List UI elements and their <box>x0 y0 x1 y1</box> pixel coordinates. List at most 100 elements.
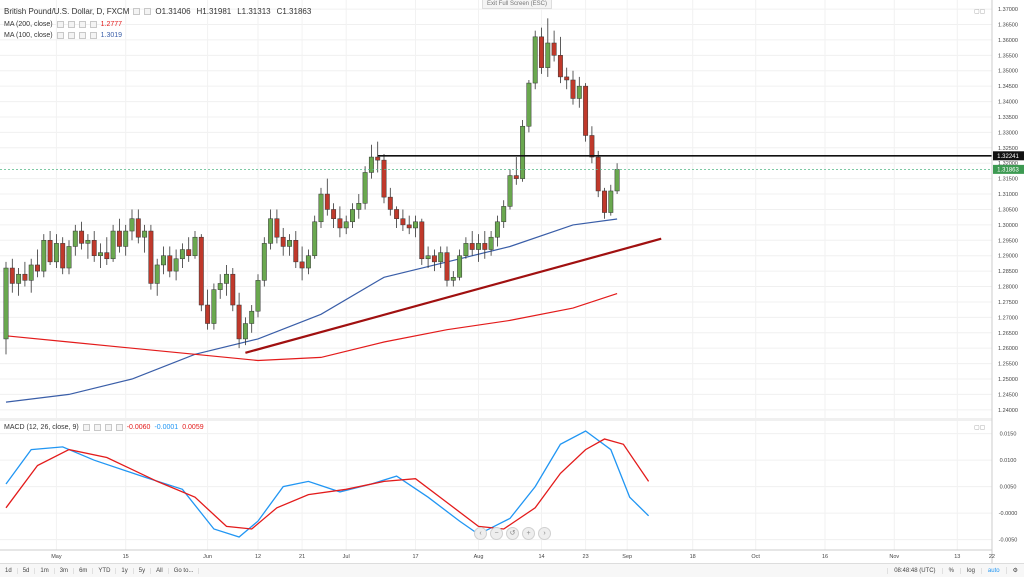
candle-body <box>179 249 185 260</box>
candle-body <box>161 255 166 266</box>
macd-value-1: -0.0060 <box>126 424 151 431</box>
candle-body <box>387 196 393 210</box>
more-icon[interactable] <box>89 32 97 39</box>
time-axis[interactable]: May 15 Jun 12 21 Jul 17 Aug 14 23 Sep 18 Oct 16 Nov 13 2… <box>51 554 995 560</box>
close-icon[interactable] <box>144 8 152 15</box>
time-tick-label: 16 <box>822 554 828 560</box>
candle-body <box>482 243 488 250</box>
timeframe-all[interactable]: All <box>151 567 169 574</box>
candle-body <box>154 264 160 284</box>
close-icon[interactable] <box>104 424 112 431</box>
candle-body <box>419 221 425 260</box>
time-tick-label: 13 <box>954 554 960 560</box>
goto-button[interactable]: Go to... <box>169 567 200 574</box>
price-tick-label: 1.34500 <box>998 84 1018 90</box>
settings-gear-icon[interactable]: ⚙ <box>1005 567 1024 574</box>
percent-toggle[interactable]: % <box>941 567 960 574</box>
candle-body <box>494 221 500 238</box>
pane-separator[interactable] <box>0 418 992 421</box>
scroll-right-icon[interactable]: › <box>538 527 551 540</box>
price-tick-label: 1.33500 <box>998 115 1018 121</box>
candle-body <box>268 218 274 244</box>
candle-body <box>16 273 22 284</box>
pane-maximize-icon[interactable]: ▢▢ <box>974 9 986 15</box>
timeframe-5y[interactable]: 5y <box>134 567 152 574</box>
price-tick-label: 1.27000 <box>998 315 1018 321</box>
timeframe-6m[interactable]: 6m <box>74 567 94 574</box>
pane-maximize-icon[interactable]: ▢▢ <box>974 425 986 431</box>
candle-body <box>85 240 91 244</box>
ma200-legend[interactable]: MA (200, close) 1.2777 <box>4 21 122 28</box>
eye-icon[interactable] <box>56 21 64 28</box>
price-tick-label: 1.36500 <box>998 22 1018 28</box>
price-tick-label: 1.36000 <box>998 38 1018 44</box>
candle-body <box>230 273 236 306</box>
timeframe-5d[interactable]: 5d <box>18 567 36 574</box>
candle-body <box>110 230 116 260</box>
open-value: O1.31406 <box>155 7 191 16</box>
settings-icon[interactable] <box>93 424 101 431</box>
settings-icon[interactable] <box>133 8 141 15</box>
timeframe-1m[interactable]: 1m <box>35 567 55 574</box>
timeframe-ytd[interactable]: YTD <box>93 567 117 574</box>
close-icon[interactable] <box>78 32 86 39</box>
candle-body <box>148 230 154 284</box>
candle-body <box>217 283 223 290</box>
price-tick-label: 1.28500 <box>998 269 1018 275</box>
candle-body <box>583 85 589 136</box>
candle-body <box>589 135 595 158</box>
timeframe-3m[interactable]: 3m <box>55 567 75 574</box>
zoom-in-icon[interactable]: + <box>522 527 535 540</box>
candle-body <box>608 190 614 213</box>
macd-value-2: -0.0001 <box>154 424 179 431</box>
price-tick-label: 1.29000 <box>998 254 1018 260</box>
macd-axis[interactable]: 0.0150 0.0100 0.0050 -0.0000 -0.0050 <box>999 432 1018 544</box>
candles <box>3 18 620 355</box>
timeframe-1y[interactable]: 1y <box>116 567 134 574</box>
macd-tick-label: -0.0000 <box>999 511 1018 517</box>
zoom-out-icon[interactable]: − <box>490 527 503 540</box>
candle-body <box>98 252 103 256</box>
time-tick-label: 15 <box>123 554 129 560</box>
candle-body <box>488 236 494 250</box>
scroll-left-icon[interactable]: ‹ <box>474 527 487 540</box>
ma100-legend[interactable]: MA (100, close) 1.3019 <box>4 32 122 39</box>
candle-body <box>551 42 557 56</box>
close-icon[interactable] <box>78 21 86 28</box>
price-axis[interactable]: 1.37000 1.36500 1.36000 1.35500 1.35000 1.345… <box>998 7 1018 414</box>
more-icon[interactable] <box>89 21 97 28</box>
macd-legend[interactable]: MACD (12, 26, close, 9) -0.0060 -0.0001 … <box>4 424 204 431</box>
time-tick-label: 23 <box>583 554 589 560</box>
eye-icon[interactable] <box>56 32 64 39</box>
timeframe-1d[interactable]: 1d <box>0 567 18 574</box>
candle-body <box>476 243 481 250</box>
time-tick-label: 17 <box>412 554 418 560</box>
candle-body <box>576 85 582 99</box>
candle-body <box>400 218 406 226</box>
reset-icon[interactable]: ↺ <box>506 527 519 540</box>
candle-body <box>287 240 292 247</box>
candle-body <box>299 261 305 269</box>
settings-icon[interactable] <box>67 32 75 39</box>
drawings[interactable] <box>0 154 992 354</box>
exit-fullscreen-button[interactable]: Exit Full Screen (ESC) <box>482 0 553 9</box>
time-tick-label: 21 <box>299 554 305 560</box>
eye-icon[interactable] <box>82 424 90 431</box>
time-tick-label: 12 <box>255 554 261 560</box>
settings-icon[interactable] <box>67 21 75 28</box>
candle-body <box>173 258 179 272</box>
candle-body <box>104 252 110 260</box>
auto-toggle[interactable]: auto <box>980 567 1006 574</box>
candle-body <box>501 206 507 223</box>
price-tick-label: 1.26500 <box>998 331 1018 337</box>
price-tick-label: 1.24000 <box>998 408 1018 414</box>
svg-text:1.31863: 1.31863 <box>997 167 1019 173</box>
close-value: C1.31863 <box>276 7 312 16</box>
macd-tick-label: 0.0050 <box>1000 485 1017 491</box>
candle-body <box>53 243 59 263</box>
price-label-last: 1.31863 <box>993 164 1024 174</box>
candle-body <box>186 249 192 256</box>
more-icon[interactable] <box>115 424 123 431</box>
log-toggle[interactable]: log <box>959 567 981 574</box>
